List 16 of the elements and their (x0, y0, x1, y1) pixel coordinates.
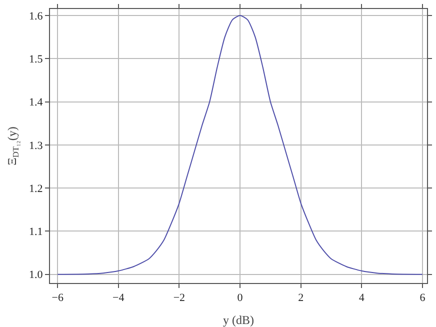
y-tick-label: 1.2 (29, 182, 43, 195)
line-series (57, 14, 423, 275)
y-tick-label: 1.3 (29, 140, 44, 152)
x-tick-label: 0 (237, 292, 244, 304)
x-tick-label: −4 (112, 292, 125, 304)
y-tick-label: 1.0 (29, 269, 44, 282)
y-tick-label: 1.6 (29, 10, 44, 22)
y-tick-label: 1.4 (29, 96, 44, 109)
y-tick-label: 1.5 (29, 53, 44, 66)
x-tick-label: 4 (358, 292, 365, 304)
x-tick-label: 6 (420, 292, 426, 304)
x-tick-label: −6 (52, 292, 64, 304)
y-tick-label: 1.1 (29, 226, 43, 238)
x-axis-title: y (dB) (223, 313, 254, 327)
x-tick-label: 2 (298, 292, 304, 304)
x-tick-label: −2 (173, 292, 186, 304)
